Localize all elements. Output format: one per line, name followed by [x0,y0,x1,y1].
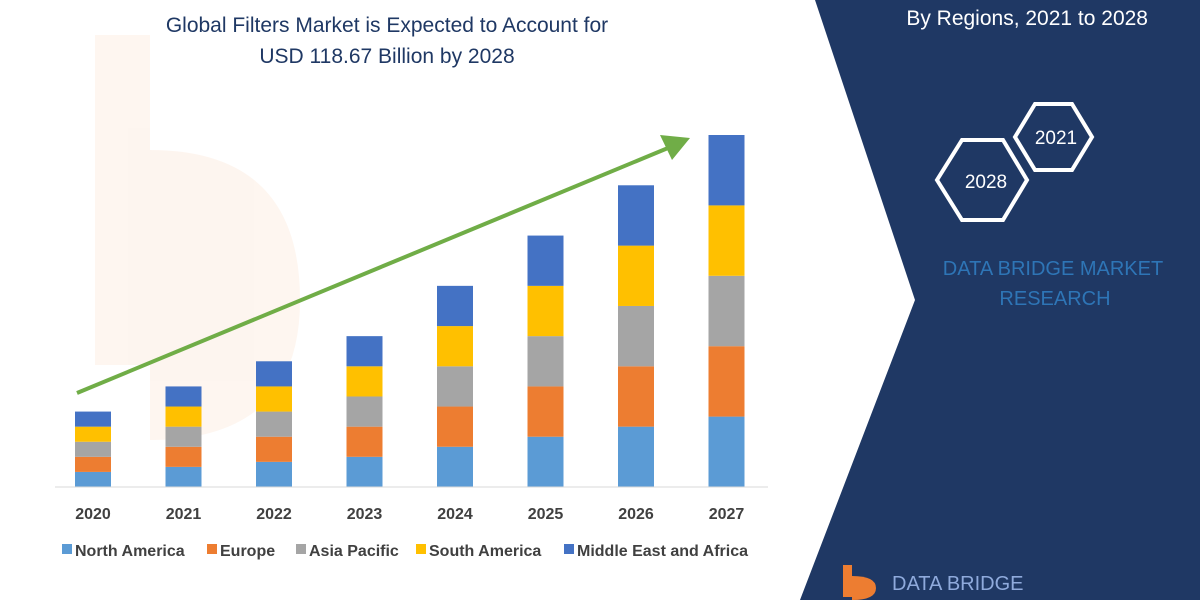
bar-2025-middle-east-and-africa [527,235,564,286]
bar-2026-middle-east-and-africa [618,185,654,246]
x-tick-label: 2020 [75,506,111,523]
x-tick-labels: 2020 2021 2022 2023 2024 2025 2026 2027 [75,506,744,523]
bar-2026-north-america [618,426,654,487]
bar-2025-europe [527,386,564,437]
brand-line-2: RESEARCH [999,288,1110,310]
trend-arrow-head [660,135,690,160]
hexagon-icon [1012,102,1095,172]
bar-2022-europe [256,436,292,462]
bar-2020-north-america [75,471,111,487]
bar-2027-south-america [708,205,745,276]
x-tick-label: 2022 [256,506,292,523]
legend-label: Asia Pacific [309,543,399,560]
hex-badge-2021: 2021 [1012,102,1095,172]
bar-2027-asia-pacific [708,275,745,347]
bar-2022-north-america [256,461,292,487]
x-tick-label: 2026 [618,506,654,523]
bar-2021-asia-pacific [165,426,202,447]
bar-2025-south-america [527,285,564,337]
x-tick-label: 2024 [437,506,473,523]
legend-label: Middle East and Africa [577,543,748,560]
bar-2023-south-america [346,366,383,397]
bar-2025-asia-pacific [527,336,564,387]
bar-2022-middle-east-and-africa [256,361,292,387]
side-panel [800,0,1200,600]
legend-swatch [207,544,217,554]
hex-year-2028: 2028 [965,172,1007,193]
bar-2027-middle-east-and-africa [708,135,745,206]
chart-title-line-1: Global Filters Market is Expected to Acc… [166,14,608,37]
bar-2022-south-america [256,386,292,412]
legend-label: North America [75,543,185,560]
bar-2027-europe [708,346,745,417]
bar-2027-north-america [708,416,745,487]
x-tick-label: 2021 [166,506,202,523]
watermark-logo-bar [95,35,150,365]
bar-2023-asia-pacific [346,396,383,427]
legend-swatch [416,544,426,554]
bar-2021-north-america [165,466,202,487]
hex-year-2021: 2021 [1035,128,1077,149]
legend-swatch [62,544,72,554]
trend-arrow [76,135,690,395]
x-tick-label: 2027 [709,506,745,523]
hexagon-icon [934,138,1030,222]
logo-text: DATA BRIDGE [892,573,1024,595]
bar-2026-south-america [618,245,654,306]
bar-2024-middle-east-and-africa [437,285,473,327]
legend-swatch [296,544,306,554]
bar-stacks [75,135,745,487]
legend-label: Europe [220,543,275,560]
trend-arrow-line [76,146,669,395]
bar-2024-south-america [437,326,473,367]
bar-2026-asia-pacific [618,305,654,367]
legend-swatch [564,544,574,554]
chart-title-line-2: USD 118.67 Billion by 2028 [259,45,514,68]
legend: North America Europe Asia Pacific South Ame… [62,543,748,560]
bar-2024-north-america [437,446,473,487]
bar-2021-europe [165,446,202,467]
bar-2026-europe [618,366,654,427]
bar-2025-north-america [527,436,564,487]
bar-2022-asia-pacific [256,411,292,437]
panel-subtitle: By Regions, 2021 to 2028 [906,7,1148,30]
bar-2023-middle-east-and-africa [346,336,383,367]
bar-2024-asia-pacific [437,366,473,407]
bar-2023-europe [346,426,383,457]
brand-logo: DATA BRIDGE [843,565,1024,600]
logo-icon-bowl [852,576,876,600]
bar-2020-europe [75,456,111,472]
bar-2024-europe [437,406,473,447]
legend-label: South America [429,543,541,560]
bar-2020-south-america [75,426,111,442]
brand-line-1: DATA BRIDGE MARKET [943,258,1163,280]
hex-badge-2028: 2028 [934,138,1030,222]
x-tick-label: 2025 [528,506,564,523]
bar-2021-south-america [165,406,202,427]
bar-2023-north-america [346,456,383,487]
bar-2021-middle-east-and-africa [165,386,202,407]
logo-icon-bar [843,565,852,597]
bar-2020-asia-pacific [75,441,111,457]
bar-2020-middle-east-and-africa [75,411,111,427]
x-tick-label: 2023 [347,506,383,523]
